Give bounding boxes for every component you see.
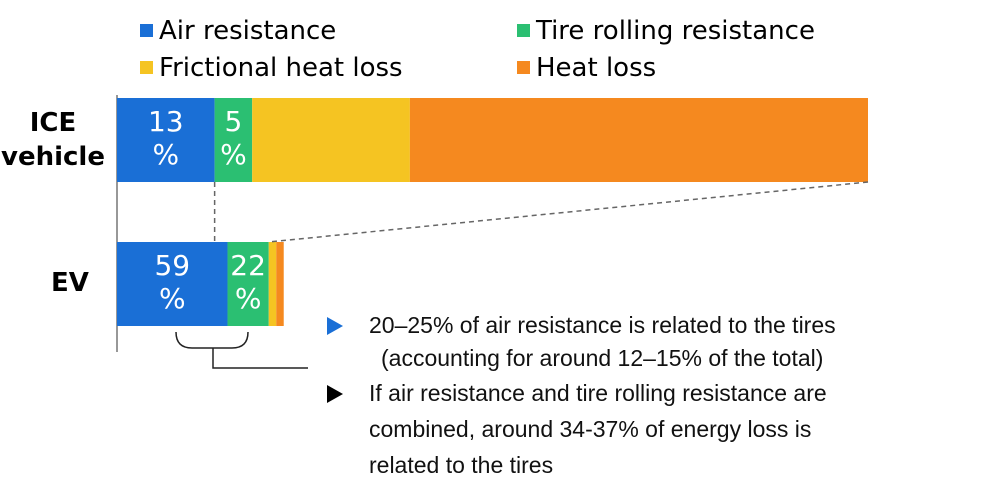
- note-1-line1: 20–25% of air resistance is related to t…: [369, 312, 836, 338]
- legend-item-heat-loss: Heat loss: [517, 53, 656, 83]
- data-label-ice-tire-unit: %: [220, 138, 247, 171]
- legend-item-tire-rolling: Tire rolling resistance: [517, 16, 815, 46]
- data-label-ev-tire-unit: %: [235, 282, 262, 315]
- legend-label-heat: Heat loss: [536, 53, 657, 83]
- data-label-ev-air-unit: %: [159, 282, 186, 315]
- data-label-ev-tire-value: 22: [230, 249, 266, 282]
- legend-swatch-frictional: [140, 61, 153, 74]
- data-label-ev-air-value: 59: [154, 249, 190, 282]
- bar-ice-heat: [409, 98, 868, 182]
- bar-ev-frictional: [268, 242, 277, 326]
- connector-lines: [213, 181, 869, 243]
- bar-ice-frictional: [252, 98, 410, 182]
- bracket-leader: [212, 348, 308, 369]
- note-1-line2: (accounting for around 12–15% of the tot…: [381, 345, 824, 371]
- bar-ev-air: [117, 242, 228, 326]
- data-label-ice-air-value: 13: [148, 105, 184, 138]
- data-label-ice-air-unit: %: [153, 138, 180, 171]
- data-label-ice-tire-value: 5: [224, 105, 242, 138]
- note-2-line1: If air resistance and tire rolling resis…: [369, 380, 827, 406]
- bar-group-ice: [117, 98, 868, 182]
- legend-label-air: Air resistance: [159, 16, 337, 46]
- note-1-marker-icon: [327, 317, 343, 335]
- legend-label-frictional: Frictional heat loss: [159, 53, 403, 83]
- row-label-ev-text: EV: [51, 268, 89, 298]
- row-label-ev: EV: [40, 266, 100, 300]
- row-label-ice-line1: ICE: [29, 108, 77, 138]
- row-label-ice: ICE vehicle: [0, 106, 106, 174]
- legend-swatch-heat: [517, 61, 530, 74]
- bar-ice-tire: [214, 98, 253, 182]
- bar-ice-air: [117, 98, 215, 182]
- bar-group-ev: [117, 242, 284, 326]
- row-label-ice-line2: vehicle: [1, 142, 105, 172]
- legend-swatch-tire: [517, 24, 530, 37]
- note-2-marker-icon: [327, 385, 343, 403]
- connector-total-scale: [268, 181, 869, 243]
- note-2-line3: related to the tires: [369, 452, 554, 478]
- legend-label-tire: Tire rolling resistance: [536, 16, 815, 46]
- note-2-line2: combined, around 34-37% of energy loss i…: [369, 416, 812, 442]
- tire-bracket: [175, 331, 249, 349]
- legend-item-air-resistance: Air resistance: [140, 16, 336, 46]
- legend-item-frictional-heat: Frictional heat loss: [140, 53, 403, 83]
- bar-ev-tire: [227, 242, 269, 326]
- data-labels: 13%5%59%22%: [148, 105, 266, 315]
- bar-ev-heat: [276, 242, 284, 326]
- legend-swatch-air: [140, 24, 153, 37]
